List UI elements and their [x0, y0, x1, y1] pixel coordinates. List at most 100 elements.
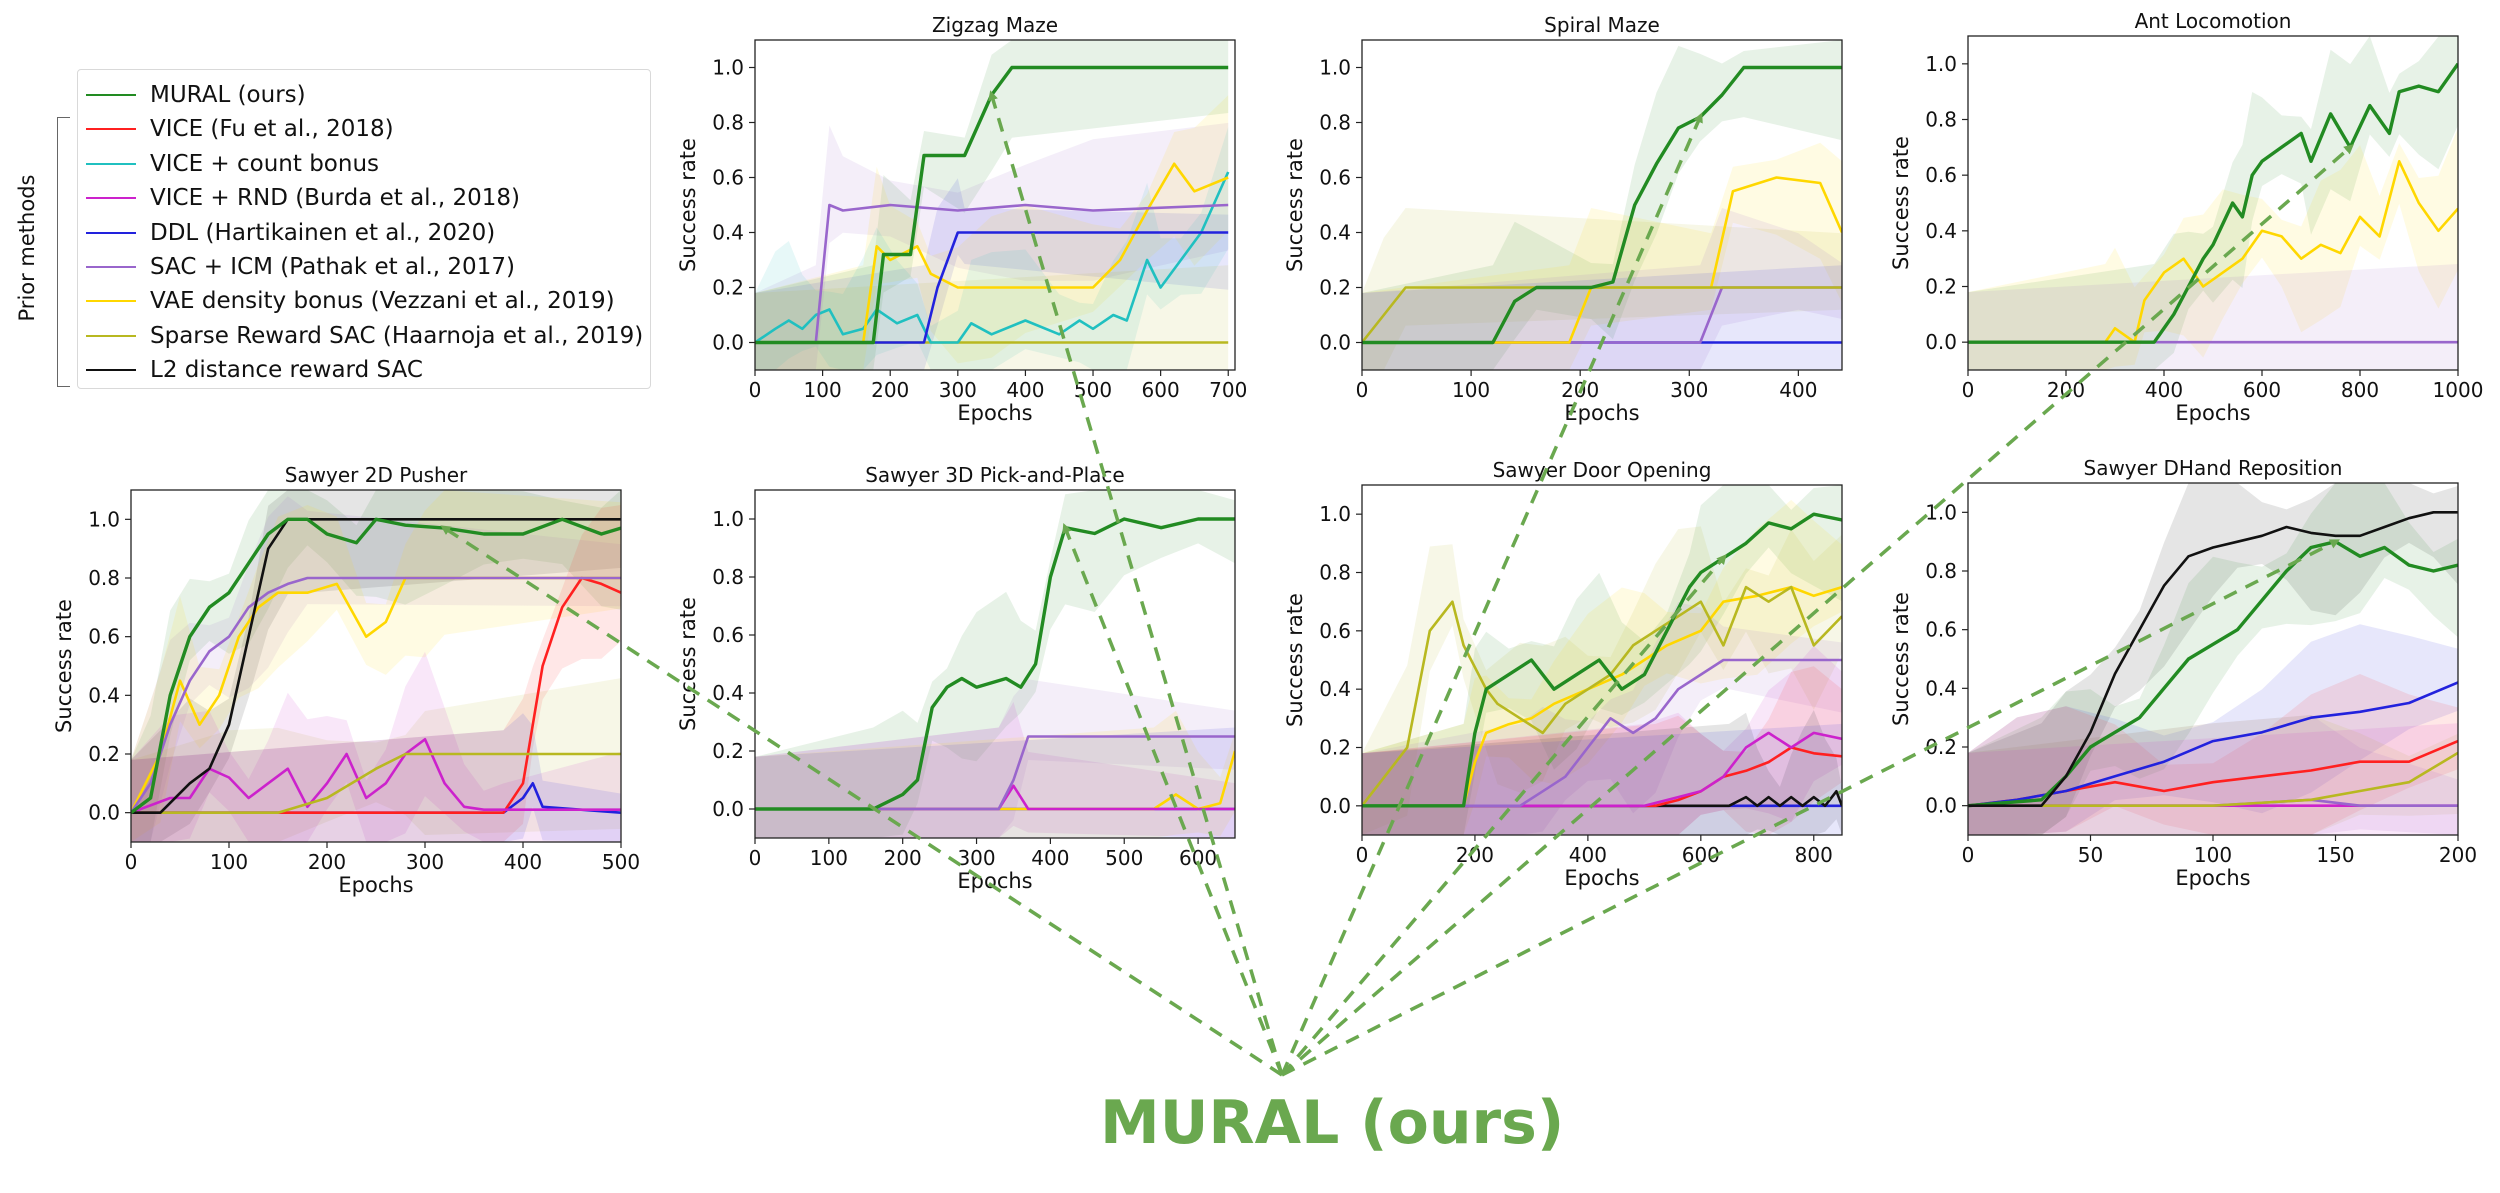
legend: MURAL (ours) VICE (Fu et al., 2018) VICE +…	[77, 69, 651, 389]
x-tick-label: 200	[2047, 378, 2085, 402]
y-tick-label: 0.6	[1925, 618, 1957, 642]
y-tick-label: 0.4	[1925, 676, 1957, 700]
annotation-arrow	[1062, 523, 1284, 1076]
y-tick-label: 1.0	[88, 507, 120, 531]
line-vae-density-bonus-vezzani-et-al-2019	[1362, 585, 1842, 808]
chart-title: Sawyer DHand Reposition	[2084, 456, 2343, 480]
band-vae-density-bonus-vezzani-et-al-2019	[1362, 499, 1842, 835]
band-sac-icm-pathak-et-al-2017	[1362, 208, 1842, 370]
y-tick-label: 0.0	[712, 331, 744, 355]
line-sparse-reward-sac-haarnoja-et-al-2019	[1362, 585, 1842, 807]
chart-sawyer-3d-pick-and-place: 0 100 200 300 400 500 6000.00.20.40.60.81.0Saw…	[676, 463, 1236, 893]
x-tick-label: 0	[1356, 378, 1369, 402]
legend-item-vae-density-bonus-vezzani-et-al-2019: VAE density bonus (Vezzani et al., 2019)	[86, 286, 615, 316]
y-axis-label: Success rate	[1889, 592, 1913, 726]
legend-swatch	[86, 197, 136, 200]
series-lines	[1362, 512, 1842, 808]
y-tick-label: 0.8	[1925, 108, 1957, 132]
annotation-arrow	[1280, 554, 1727, 1077]
chart-title: Zigzag Maze	[932, 13, 1058, 37]
legend-label: L2 distance reward SAC	[150, 357, 423, 384]
y-axis-label: Success rate	[1283, 593, 1307, 727]
prior-methods-label-wrap: Prior methods	[15, 175, 39, 322]
x-tick-label: 0	[1356, 843, 1369, 867]
y-tick-label: 0.4	[712, 221, 744, 245]
x-tick-label: 100	[210, 850, 248, 874]
legend-label: VICE + RND (Burda et al., 2018)	[150, 185, 520, 212]
y-tick-label: 0.8	[1319, 561, 1351, 585]
legend-swatch	[86, 369, 136, 372]
y-tick-label: 0.2	[1925, 275, 1957, 299]
band-mural-ours	[755, 40, 1229, 370]
x-tick-label: 50	[2078, 843, 2103, 867]
x-tick-label: 0	[1962, 843, 1975, 867]
series-lines	[755, 517, 1235, 811]
x-tick-label: 800	[2341, 378, 2379, 402]
y-tick-label: 0.0	[1925, 794, 1957, 818]
plot-frame	[1967, 35, 2459, 371]
annotation-arrow	[1281, 539, 2340, 1077]
legend-swatch	[86, 334, 136, 337]
band-vice-fu-et-al-2018	[1362, 666, 1842, 835]
y-tick-label: 0.8	[1319, 111, 1351, 135]
x-tick-label: 0	[749, 378, 762, 402]
band-l2-distance-reward-sac	[1362, 710, 1842, 835]
x-tick-label: 200	[871, 378, 909, 402]
line-vice-fu-et-al-2018	[131, 576, 621, 815]
legend-swatch	[86, 94, 136, 96]
x-tick-label: 500	[602, 850, 640, 874]
y-axis-label: Success rate	[52, 599, 76, 733]
y-tick-label: 0.8	[712, 111, 744, 135]
chart-title: Sawyer 2D Pusher	[285, 463, 468, 487]
band-l2-distance-reward-sac	[131, 490, 621, 842]
plot-frame	[130, 489, 622, 843]
legend-item-vice-count-bonus: VICE + count bonus	[86, 149, 379, 179]
x-tick-label: 400	[2145, 378, 2183, 402]
x-axis-label: Epochs	[338, 873, 413, 897]
plot-frame	[754, 39, 1236, 371]
band-mural-ours	[755, 490, 1235, 838]
line-sac-icm-pathak-et-al-2017	[755, 203, 1229, 344]
line-vice-fu-et-al-2018	[1362, 746, 1842, 808]
line-mural-ours	[755, 517, 1235, 811]
legend-item-ddl-hartikainen-et-al-2020: DDL (Hartikainen et al., 2020)	[86, 218, 495, 248]
y-tick-label: 1.0	[1319, 502, 1351, 526]
legend-swatch	[86, 231, 136, 234]
band-vae-density-bonus-vezzani-et-al-2019	[755, 710, 1235, 838]
x-tick-label: 100	[2194, 843, 2232, 867]
x-tick-label: 300	[406, 850, 444, 874]
band-sac-icm-pathak-et-al-2017	[131, 496, 621, 842]
band-sac-icm-pathak-et-al-2017	[755, 679, 1235, 838]
plot-area	[1968, 483, 2458, 835]
band-ddl-hartikainen-et-al-2020	[755, 178, 1229, 370]
x-tick-label: 0	[1962, 378, 1975, 402]
y-tick-label: 0.8	[1925, 559, 1957, 583]
x-tick-label: 300	[1670, 378, 1708, 402]
legend-item-l2-distance-reward-sac: L2 distance reward SAC	[86, 355, 423, 385]
chart-sawyer-2d-pusher: 0 100 200 300 400 500 0.0 0.2 0.4 0.6 0.8 1.0 Sawyer…	[52, 463, 640, 897]
y-tick-label: 0.4	[1925, 219, 1957, 243]
band-mural-ours	[131, 490, 621, 842]
band-ddl-hartikainen-et-al-2020	[1362, 723, 1842, 835]
x-tick-label: 600	[1142, 378, 1180, 402]
plot-area	[755, 490, 1235, 838]
y-tick-label: 1.0	[712, 507, 744, 531]
y-tick-label: 0.6	[1925, 163, 1957, 187]
legend-label: VICE + count bonus	[150, 150, 380, 177]
prior-methods-bracket	[57, 117, 70, 387]
x-axis-label: Epochs	[957, 401, 1032, 425]
band-vice-fu-et-al-2018	[131, 505, 621, 842]
band-sparse-reward-sac-haarnoja-et-al-2019	[1362, 208, 1842, 370]
legend-swatch	[86, 162, 136, 165]
y-tick-label: 0.4	[1319, 221, 1351, 245]
annotation-arrow	[1280, 112, 1703, 1076]
band-vice-count-bonus	[755, 126, 1229, 370]
legend-label: VAE density bonus (Vezzani et al., 2019)	[150, 288, 615, 315]
annotation-arrow	[988, 90, 1284, 1076]
x-axis-label: Epochs	[2175, 401, 2250, 425]
series-lines	[1968, 510, 2458, 808]
x-tick-label: 300	[939, 378, 977, 402]
band-vae-density-bonus-vezzani-et-al-2019	[1968, 128, 2458, 370]
